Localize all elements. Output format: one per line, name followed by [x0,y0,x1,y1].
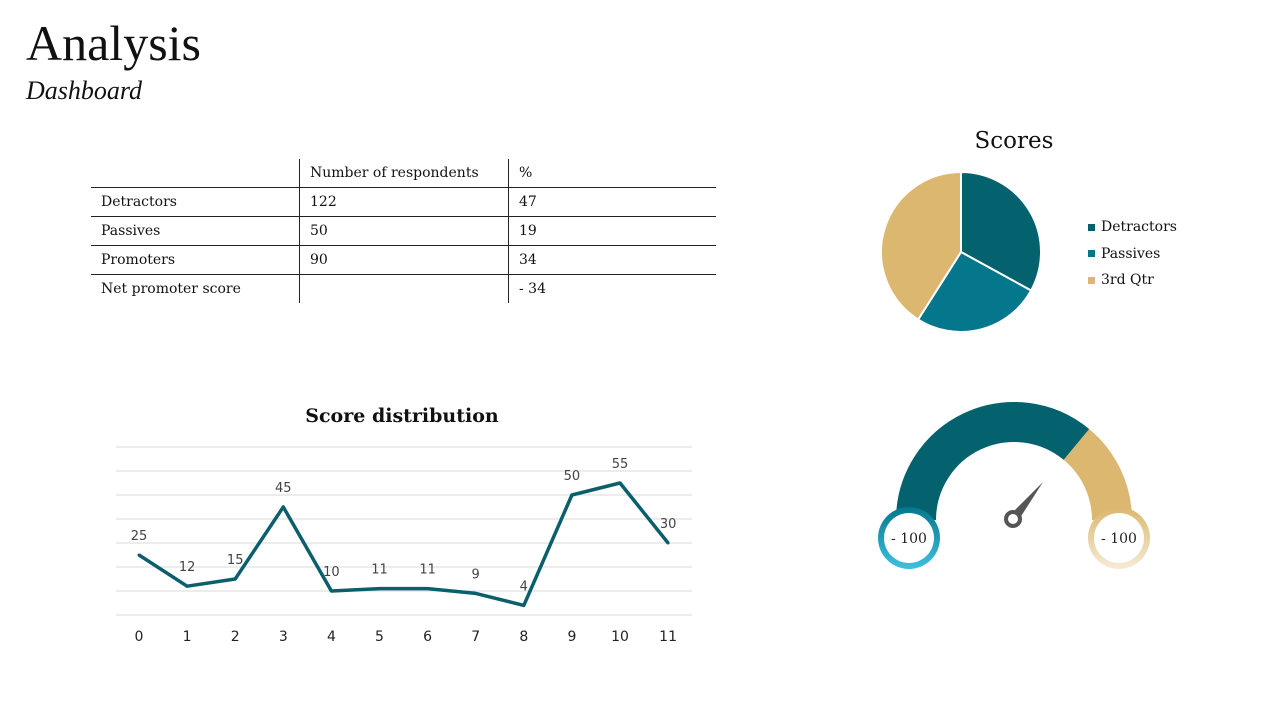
data-point [137,553,141,557]
legend-swatch-3rd-qtr [1088,276,1095,284]
pie-legend: Detractors Passives 3rd Qtr [1088,214,1177,294]
row-label: Net promoter score [101,281,241,297]
data-label: 15 [227,553,244,568]
row-count: 122 [299,187,509,217]
data-point [474,591,478,595]
x-tick-label: 6 [423,629,432,645]
data-label: 45 [275,481,292,496]
table-row: Passives 50 19 [91,216,716,246]
pie-slice-3rd-qtr [880,170,962,321]
line-series [138,481,670,608]
data-label: 11 [419,563,436,578]
x-tick-label: 11 [659,629,677,645]
legend-label: Detractors [1101,219,1177,236]
data-label: 10 [323,565,340,580]
legend-label: Passives [1101,245,1161,262]
row-percent: 19 [508,216,716,246]
pie-chart-title: Scores [974,128,1054,154]
gauge-needle-pivot [1004,510,1022,528]
x-tick-label: 4 [327,629,336,645]
data-label: 30 [660,517,677,532]
data-point [618,481,622,485]
gauge-needle [1010,482,1043,521]
x-tick-label: 1 [183,629,192,645]
gauge-min-disc [884,513,934,563]
gauge-arc-dark [896,402,1090,521]
x-tick-label: 3 [279,629,288,645]
pie-slice-passives [916,250,1033,333]
table-row: Net promoter score - 34 [91,274,716,303]
line-chart-title: Score distribution [305,405,499,427]
gauge-min-label: - 100 [891,531,927,547]
table-row: Promoters 90 34 [91,245,716,275]
legend-swatch-passives [1088,250,1095,258]
row-count [299,274,509,303]
data-label: 4 [520,579,528,594]
header-cell-respondents: Number of respondents [299,159,509,188]
data-label: 12 [179,560,196,575]
header-cell-percent: % [508,159,716,188]
data-point [570,493,574,497]
data-point [426,587,430,591]
data-label: 55 [612,457,629,472]
page-subtitle: Dashboard [26,76,143,105]
x-tick-label: 2 [231,629,240,645]
row-label: Promoters [101,252,176,268]
page-title: Analysis [26,15,201,71]
data-point [281,505,285,509]
data-label: 11 [371,563,388,578]
row-count: 50 [299,216,509,246]
x-tick-label: 9 [567,629,576,645]
row-percent: 47 [508,187,716,217]
row-percent: - 34 [508,274,716,303]
nps-table: Number of respondents % Detractors 122 4… [91,159,716,303]
data-point [233,577,237,581]
data-point [666,541,670,545]
x-tick-label: 0 [135,629,144,645]
data-point [378,587,381,591]
x-tick-label: 7 [471,629,480,645]
row-label: Passives [101,223,161,239]
data-label: 9 [472,567,480,582]
row-label: Detractors [101,194,177,210]
data-label: 50 [564,469,581,484]
table-row: Detractors 122 47 [91,187,716,217]
table-header-row: Number of respondents % [91,159,716,188]
legend-label: 3rd Qtr [1101,272,1154,289]
pie-slice-detractors [960,170,1042,292]
row-percent: 34 [508,245,716,275]
data-point [329,589,333,593]
legend-item-3rd-qtr: 3rd Qtr [1088,267,1177,294]
data-point [185,584,189,588]
x-tick-label: 5 [375,629,384,645]
x-tick-label: 8 [519,629,528,645]
gauge-max-disc [1094,513,1144,563]
legend-swatch-detractors [1088,223,1095,231]
row-count: 90 [299,245,509,275]
data-point [522,603,526,607]
data-label: 25 [131,529,148,544]
x-tick-label: 10 [611,629,629,645]
gauge-arc-gold [1063,429,1132,521]
legend-item-detractors: Detractors [1088,214,1177,241]
gauge-max-label: - 100 [1101,531,1137,547]
legend-item-passives: Passives [1088,241,1177,268]
